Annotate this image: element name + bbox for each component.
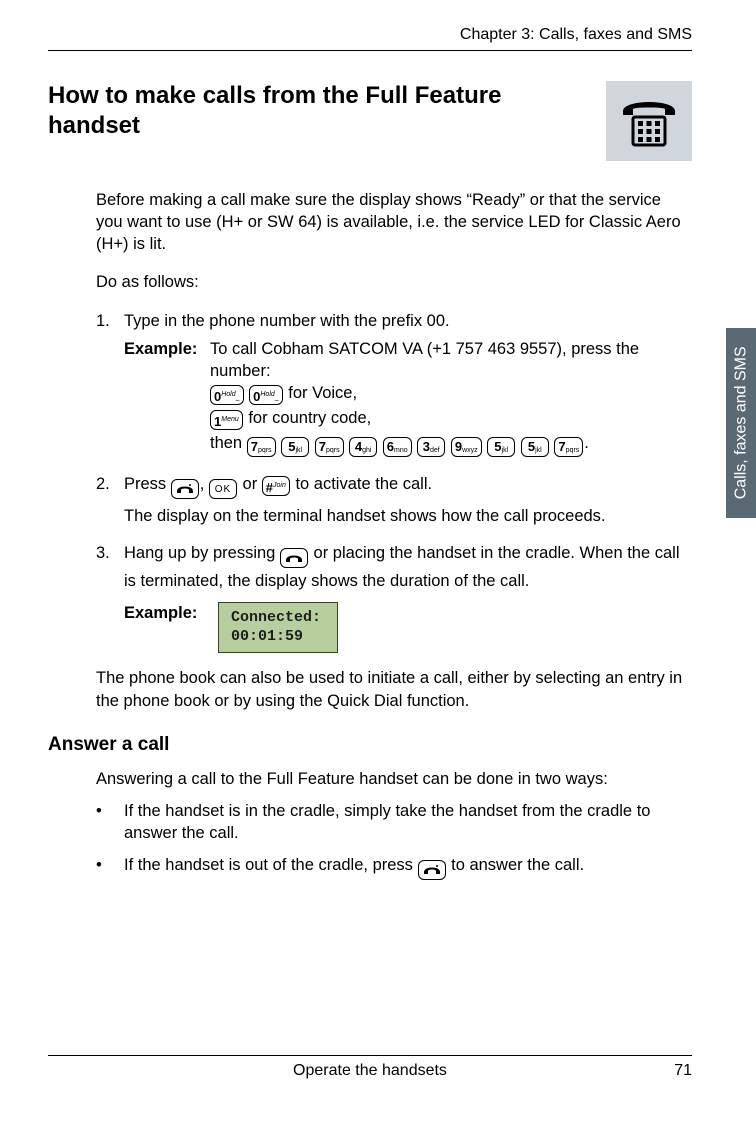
do-as-follows: Do as follows: (96, 271, 688, 293)
key-onhook-icon (280, 548, 308, 568)
side-tab-label: Calls, faxes and SMS (730, 347, 752, 500)
footer-center: Operate the handsets (88, 1060, 652, 1082)
bullet-2-text: If the handset is out of the cradle, pre… (124, 854, 692, 882)
key-7: 7pqrs (247, 437, 276, 457)
step-2-line2: The display on the terminal handset show… (124, 505, 688, 527)
key-4: 4ghi (349, 437, 377, 457)
bullet-2: • If the handset is out of the cradle, p… (96, 854, 692, 882)
key-9: 9wxyz (451, 437, 482, 457)
step-1: 1. Type in the phone number with the pre… (96, 310, 688, 460)
handset-illustration (606, 81, 692, 161)
step-2-number: 2. (96, 473, 124, 527)
answer-heading: Answer a call (48, 732, 692, 758)
step-3-text: Hang up by pressing or placing the hands… (124, 542, 688, 592)
key-offhook-icon (171, 479, 199, 499)
footer-page: 71 (652, 1060, 692, 1082)
phonebook-note: The phone book can also be used to initi… (96, 667, 688, 712)
step-2: 2. Press , OK or #Join to activate the c… (96, 473, 688, 527)
example-voice-line: 0Hold– 0Hold– for Voice, (210, 382, 688, 407)
answer-intro: Answering a call to the Full Feature han… (96, 768, 692, 790)
bullet-1: • If the handset is in the cradle, simpl… (96, 800, 692, 845)
lcd-line1: Connected: (231, 609, 321, 628)
key-7: 7pqrs (315, 437, 344, 457)
side-tab: Calls, faxes and SMS (726, 328, 756, 518)
lcd-line2: 00:01:59 (231, 628, 321, 647)
key-7: 7pqrs (554, 437, 583, 457)
step-2-line1: Press , OK or #Join to activate the call… (124, 473, 688, 501)
chapter-header: Chapter 3: Calls, faxes and SMS (48, 24, 692, 51)
step-1-number: 1. (96, 310, 124, 332)
step-3: 3. Hang up by pressing or placing the ha… (96, 542, 688, 654)
example-number-line: then 7pqrs 5jkl 7pqrs 4ghi 6mno 3def 9wx… (210, 432, 688, 459)
step-1-text: Type in the phone number with the prefix… (124, 310, 688, 332)
key-0: 0Hold– (249, 385, 283, 405)
lcd-display: Connected: 00:01:59 (218, 602, 338, 654)
example-country-line: 1Menu for country code, (210, 407, 688, 432)
bullet-1-text: If the handset is in the cradle, simply … (124, 800, 692, 845)
key-hash: #Join (262, 476, 290, 496)
page-footer: Operate the handsets 71 (48, 1055, 692, 1082)
step-3-number: 3. (96, 542, 124, 592)
key-offhook-icon (418, 860, 446, 880)
example-lead: To call Cobham SATCOM VA (+1 757 463 955… (210, 338, 688, 383)
intro-paragraph: Before making a call make sure the displ… (96, 189, 688, 256)
key-ok: OK (209, 479, 237, 499)
key-5: 5jkl (281, 437, 309, 457)
key-5: 5jkl (521, 437, 549, 457)
key-5: 5jkl (487, 437, 515, 457)
example-label: Example: (124, 602, 210, 624)
key-3: 3def (417, 437, 445, 457)
key-1: 1Menu (210, 410, 243, 430)
page-title: How to make calls from the Full Feature … (48, 81, 586, 141)
key-0: 0Hold– (210, 385, 244, 405)
example-label: Example: (124, 338, 210, 460)
key-6: 6mno (383, 437, 412, 457)
chapter-header-text: Chapter 3: Calls, faxes and SMS (460, 26, 692, 43)
